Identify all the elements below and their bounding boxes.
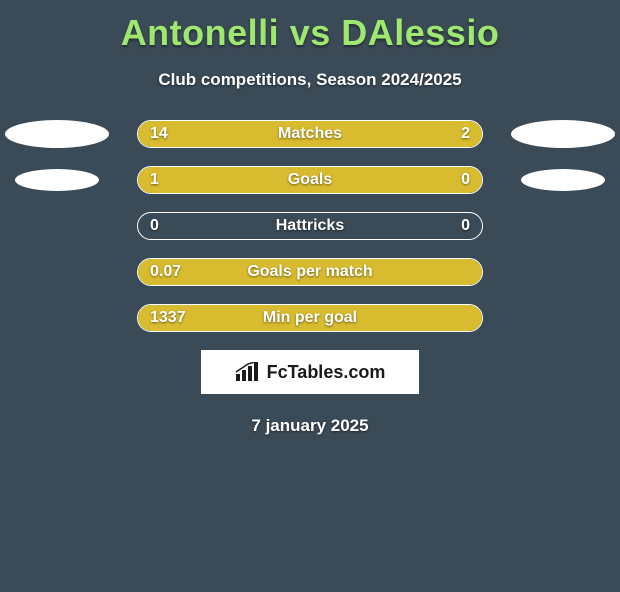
stat-bar-hattricks: 0 Hattricks 0 <box>137 212 483 240</box>
stat-row: 1 Goals 0 <box>0 166 620 194</box>
stat-row: 0.07 Goals per match <box>0 258 620 286</box>
stats-container: 14 Matches 2 1 Goals 0 0 Hattricks 0 <box>0 120 620 332</box>
player2-name: DAlessio <box>341 12 499 53</box>
stat-right-value: 0 <box>461 167 470 193</box>
comparison-title: Antonelli vs DAlessio <box>0 12 620 54</box>
stat-label: Matches <box>138 121 482 147</box>
stat-label: Goals per match <box>138 259 482 285</box>
stat-row: 0 Hattricks 0 <box>0 212 620 240</box>
watermark-text: FcTables.com <box>267 362 386 383</box>
stat-label: Goals <box>138 167 482 193</box>
stat-bar-mpg: 1337 Min per goal <box>137 304 483 332</box>
stat-bar-goals: 1 Goals 0 <box>137 166 483 194</box>
stat-row: 14 Matches 2 <box>0 120 620 148</box>
stat-right-value: 0 <box>461 213 470 239</box>
stat-row: 1337 Min per goal <box>0 304 620 332</box>
watermark-badge: FcTables.com <box>201 350 419 394</box>
player2-avatar <box>511 120 615 148</box>
bar-chart-icon <box>235 362 261 382</box>
comparison-date: 7 january 2025 <box>0 416 620 436</box>
competition-subtitle: Club competitions, Season 2024/2025 <box>0 70 620 90</box>
vs-text: vs <box>290 12 331 53</box>
stat-label: Min per goal <box>138 305 482 331</box>
stat-bar-matches: 14 Matches 2 <box>137 120 483 148</box>
player1-name: Antonelli <box>121 12 279 53</box>
player1-avatar <box>5 120 109 148</box>
stat-bar-gpm: 0.07 Goals per match <box>137 258 483 286</box>
stat-label: Hattricks <box>138 213 482 239</box>
player1-avatar <box>15 169 99 191</box>
player2-avatar <box>521 169 605 191</box>
stat-right-value: 2 <box>461 121 470 147</box>
